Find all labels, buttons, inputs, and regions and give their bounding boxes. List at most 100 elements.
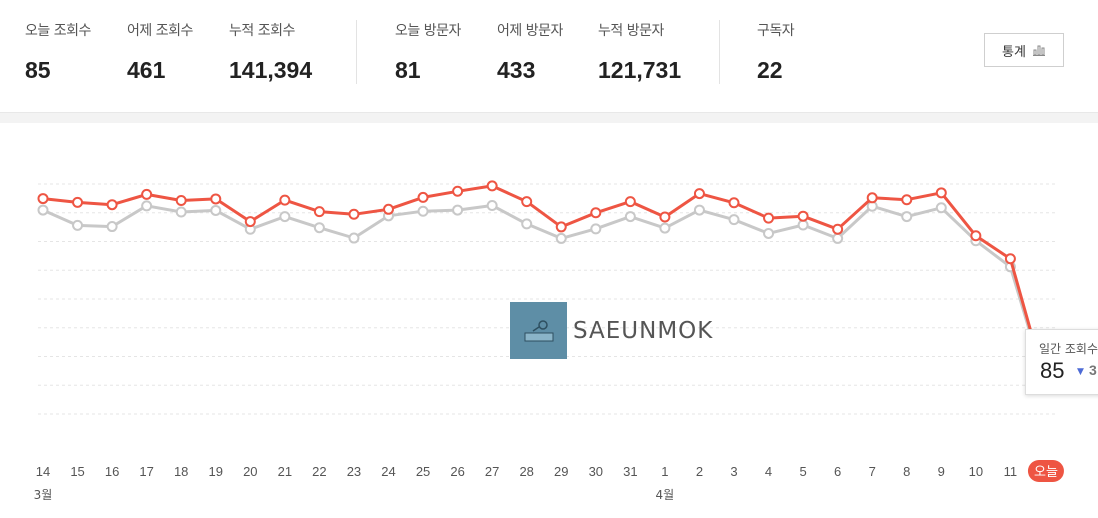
daily-views-tooltip: 일간 조회수 85 ▼ 3 xyxy=(1025,329,1098,395)
watermark-text: SAEUNMOK xyxy=(573,317,714,344)
data-point xyxy=(590,207,602,219)
data-point xyxy=(763,212,775,224)
x-tick-label-today: 오늘 xyxy=(1034,464,1058,479)
x-tick-label: 15 xyxy=(70,464,84,479)
stat-value: 81 xyxy=(395,57,421,83)
data-point xyxy=(279,194,291,206)
stat-label: 오늘 방문자 xyxy=(395,23,461,39)
data-point xyxy=(175,194,187,206)
x-tick-label: 27 xyxy=(485,464,499,479)
series-line-views xyxy=(42,184,1047,382)
data-point xyxy=(797,219,809,231)
down-arrow-icon: ▼ xyxy=(1077,367,1084,377)
x-tick-label: 7 xyxy=(869,464,876,479)
series-line-visitors xyxy=(42,204,1047,383)
stat-value: 461 xyxy=(127,57,166,83)
x-tick-label: 16 xyxy=(105,464,119,479)
data-point xyxy=(417,205,429,217)
data-point xyxy=(486,180,498,192)
x-tick-label: 9 xyxy=(938,464,945,479)
data-point xyxy=(279,211,291,223)
x-tick-label: 29 xyxy=(554,464,568,479)
data-point xyxy=(348,208,360,220)
x-tick-label: 10 xyxy=(969,464,983,479)
data-point xyxy=(832,232,844,244)
data-point xyxy=(417,191,429,203)
stat-total-views: 누적 조회수 141,394 xyxy=(229,20,312,84)
x-tick-label: 2 xyxy=(696,464,703,479)
x-tick-label: 19 xyxy=(209,464,223,479)
data-point xyxy=(935,202,947,214)
data-point xyxy=(72,219,84,231)
data-point xyxy=(210,204,222,216)
x-tick-label: 3 xyxy=(730,464,737,479)
data-point xyxy=(555,221,567,233)
data-point xyxy=(521,218,533,230)
data-point xyxy=(935,187,947,199)
data-point xyxy=(1004,253,1016,265)
month-label: 4월 xyxy=(656,488,675,502)
data-point xyxy=(693,188,705,200)
watermark: SAEUNMOK xyxy=(510,302,713,359)
data-point xyxy=(348,232,360,244)
data-point xyxy=(244,216,256,228)
tooltip-diff: 3 xyxy=(1089,362,1097,378)
data-point xyxy=(797,210,809,222)
data-point xyxy=(832,223,844,235)
tooltip-value: 85 xyxy=(1040,358,1065,383)
x-tick-label: 4 xyxy=(765,464,772,479)
bar-chart-icon xyxy=(1032,45,1045,56)
stats-divider xyxy=(356,20,357,84)
x-tick-label: 11 xyxy=(1004,464,1018,479)
data-point xyxy=(624,196,636,208)
x-tick-label: 1 xyxy=(661,464,668,479)
data-point xyxy=(175,206,187,218)
data-point xyxy=(313,222,325,234)
stat-label: 누적 조회수 xyxy=(229,23,295,39)
key-logo-icon xyxy=(510,302,567,359)
data-point xyxy=(452,185,464,197)
x-tick-label: 28 xyxy=(519,464,533,479)
daily-chart-area: 14 15 16 17 18 19 20 21 22 23 24 25 26 27 28 29 30 31 1 2 3 4… xyxy=(0,123,1098,518)
stat-value: 433 xyxy=(497,57,536,83)
data-point xyxy=(555,232,567,244)
section-separator xyxy=(0,112,1098,123)
x-tick-label: 30 xyxy=(589,464,603,479)
data-point xyxy=(901,194,913,206)
stat-subscribers: 구독자 22 xyxy=(757,20,795,84)
stats-divider xyxy=(719,20,720,84)
statistics-button[interactable]: 통계 xyxy=(984,33,1064,67)
x-tick-label: 25 xyxy=(416,464,430,479)
stat-total-visitors: 누적 방문자 121,731 xyxy=(598,20,681,84)
stat-label: 어제 방문자 xyxy=(497,23,563,39)
stat-value: 121,731 xyxy=(598,57,682,83)
x-tick-label: 31 xyxy=(623,464,637,479)
daily-views-chart: 14 15 16 17 18 19 20 21 22 23 24 25 26 27 28 29 30 31 1 2 3 4… xyxy=(34,180,1064,502)
stat-today-visitors: 오늘 방문자 81 xyxy=(395,20,461,84)
data-point xyxy=(486,199,498,211)
data-point xyxy=(37,193,49,205)
stat-label: 누적 방문자 xyxy=(598,23,664,39)
data-point xyxy=(659,211,671,223)
x-tick-label: 14 xyxy=(36,464,50,479)
data-point xyxy=(383,203,394,215)
data-point xyxy=(106,199,118,211)
data-point xyxy=(210,193,222,205)
data-point xyxy=(866,192,878,204)
data-point xyxy=(970,230,982,242)
data-point xyxy=(37,204,49,216)
x-tick-label: 22 xyxy=(312,464,326,479)
x-tick-label: 20 xyxy=(243,464,257,479)
today-badge xyxy=(1027,460,1064,482)
x-tick-label: 23 xyxy=(347,464,361,479)
x-tick-label: 24 xyxy=(381,464,395,479)
data-point xyxy=(72,196,84,208)
data-point xyxy=(141,200,153,212)
data-point xyxy=(106,221,118,233)
data-point xyxy=(728,214,740,226)
x-tick-label: 8 xyxy=(903,464,910,479)
month-label: 3월 xyxy=(34,488,53,502)
data-point xyxy=(624,211,636,223)
stat-yesterday-views: 어제 조회수 461 xyxy=(127,20,193,84)
x-tick-label: 18 xyxy=(174,464,188,479)
